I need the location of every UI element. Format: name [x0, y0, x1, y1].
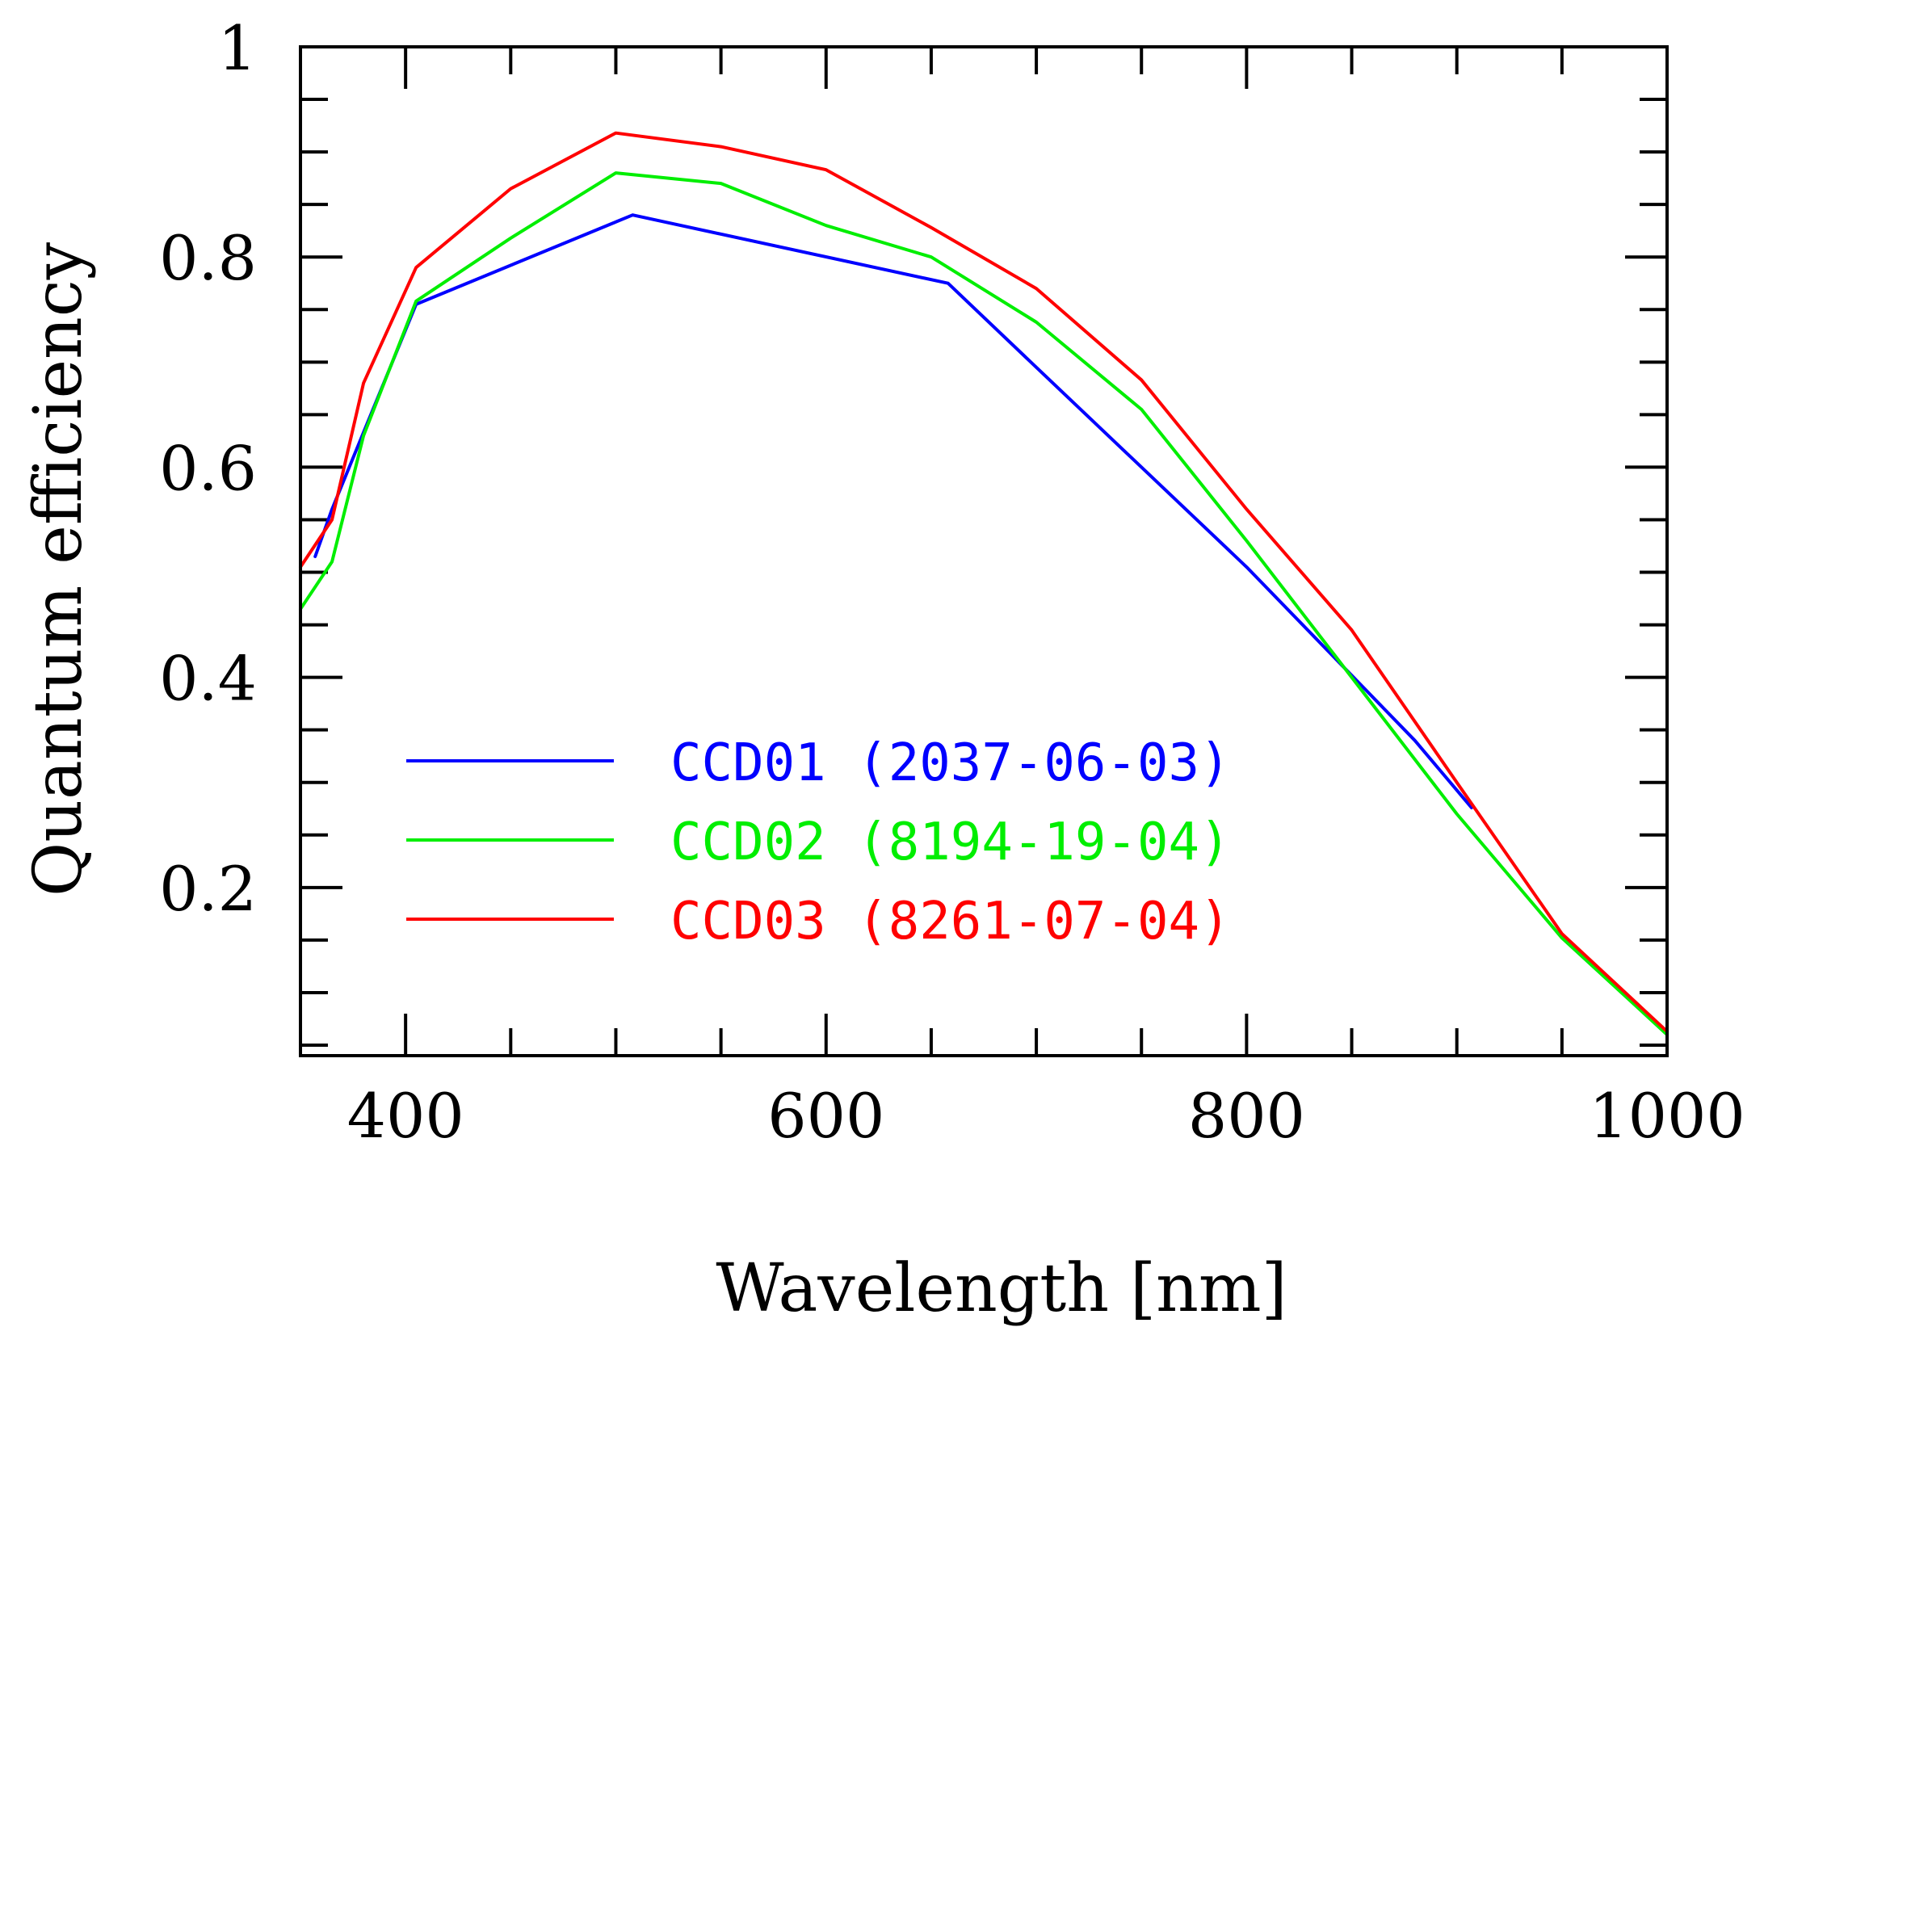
series-line-ccd01 [313, 213, 1473, 809]
plot-frame [299, 45, 1669, 1057]
series-lines [299, 131, 1669, 1036]
x-tick-labels: 400 600 800 1000 [347, 1080, 1745, 1152]
x-tick-label: 800 [1188, 1080, 1305, 1152]
y-tick-label: 1 [218, 12, 257, 84]
y-tick-label: 0.6 [159, 432, 257, 504]
y-axis-label: Quantum efficiency [20, 242, 97, 897]
tick-marks [299, 47, 1669, 1056]
series-line-ccd02 [299, 171, 1669, 1036]
series-line-ccd03 [299, 131, 1669, 1034]
x-tick-label: 600 [767, 1080, 884, 1152]
legend-label-ccd03: CCD03 (8261-07-04) [670, 892, 1231, 951]
x-tick-label: 1000 [1589, 1080, 1745, 1152]
legend-label-ccd01: CCD01 (2037-06-03) [670, 733, 1231, 793]
x-axis-label: Wavelength [nm] [716, 1250, 1287, 1327]
y-tick-label: 0.8 [159, 222, 257, 294]
y-tick-label: 0.2 [159, 853, 257, 925]
y-tick-labels: 0.2 0.4 0.6 0.8 1 [159, 12, 257, 925]
x-tick-label: 400 [347, 1080, 464, 1152]
legend-label-ccd02: CCD02 (8194-19-04) [670, 813, 1231, 872]
legend: CCD01 (2037-06-03) CCD02 (8194-19-04) CCD0… [406, 733, 1231, 951]
y-tick-label: 0.4 [159, 643, 257, 715]
